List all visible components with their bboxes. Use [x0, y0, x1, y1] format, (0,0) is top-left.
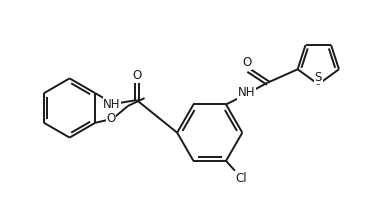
Text: NH: NH — [238, 86, 255, 99]
Text: S: S — [315, 71, 322, 84]
Text: O: O — [132, 69, 141, 82]
Text: Cl: Cl — [235, 172, 247, 185]
Text: NH: NH — [103, 98, 121, 111]
Text: O: O — [106, 112, 116, 125]
Text: O: O — [242, 56, 251, 70]
